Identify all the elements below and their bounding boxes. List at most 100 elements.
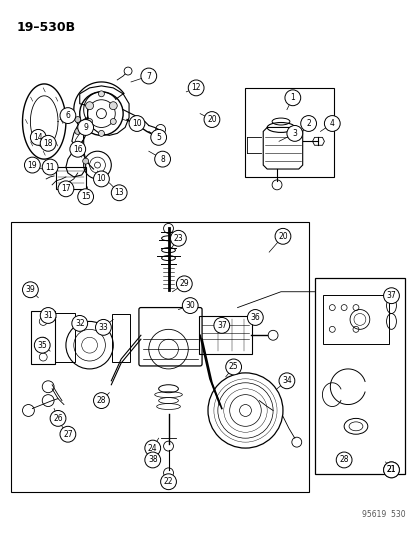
Text: 37: 37 xyxy=(216,321,226,330)
Circle shape xyxy=(247,310,263,325)
Text: 6: 6 xyxy=(65,111,70,120)
Text: 24: 24 xyxy=(147,443,157,453)
Text: 12: 12 xyxy=(191,83,200,92)
Text: 19: 19 xyxy=(28,160,37,169)
Text: 22: 22 xyxy=(164,477,173,486)
Text: 20: 20 xyxy=(206,115,216,124)
Circle shape xyxy=(24,157,40,173)
Circle shape xyxy=(60,108,76,124)
Circle shape xyxy=(78,189,93,205)
Circle shape xyxy=(98,178,104,184)
Text: 11: 11 xyxy=(45,163,55,172)
Text: 27: 27 xyxy=(63,430,73,439)
Circle shape xyxy=(75,128,81,134)
Circle shape xyxy=(93,393,109,408)
Circle shape xyxy=(170,230,186,246)
Text: 33: 33 xyxy=(98,323,108,332)
Circle shape xyxy=(85,102,93,110)
Text: 8: 8 xyxy=(160,155,164,164)
Circle shape xyxy=(42,159,58,175)
Circle shape xyxy=(93,171,109,187)
Text: 2: 2 xyxy=(306,119,310,128)
Circle shape xyxy=(176,276,192,292)
Circle shape xyxy=(383,288,399,304)
Circle shape xyxy=(109,102,117,110)
Text: 31: 31 xyxy=(43,311,53,320)
Circle shape xyxy=(78,119,93,135)
Text: 95619  530: 95619 530 xyxy=(361,510,404,519)
Text: 35: 35 xyxy=(37,341,47,350)
Circle shape xyxy=(188,80,204,96)
Text: 7: 7 xyxy=(146,71,151,80)
Circle shape xyxy=(274,229,290,244)
Circle shape xyxy=(225,359,241,375)
Circle shape xyxy=(86,118,93,125)
Circle shape xyxy=(383,462,399,478)
Circle shape xyxy=(154,151,170,167)
Text: 14: 14 xyxy=(33,133,43,142)
Text: 23: 23 xyxy=(173,234,183,243)
Text: 9: 9 xyxy=(83,123,88,132)
Circle shape xyxy=(110,118,116,125)
Circle shape xyxy=(50,410,66,426)
Text: 26: 26 xyxy=(53,414,63,423)
Text: 15: 15 xyxy=(81,192,90,201)
Text: 34: 34 xyxy=(281,376,291,385)
Text: 10: 10 xyxy=(96,174,106,183)
Circle shape xyxy=(140,68,156,84)
Circle shape xyxy=(324,116,339,132)
Circle shape xyxy=(95,319,111,335)
Circle shape xyxy=(335,452,351,468)
Circle shape xyxy=(98,91,104,97)
Text: 28: 28 xyxy=(97,396,106,405)
Text: 21: 21 xyxy=(386,465,395,474)
Text: 37: 37 xyxy=(386,291,395,300)
Text: 4: 4 xyxy=(329,119,334,128)
Circle shape xyxy=(111,185,127,201)
Text: 38: 38 xyxy=(147,456,157,464)
Circle shape xyxy=(30,130,46,146)
Circle shape xyxy=(284,90,300,106)
Circle shape xyxy=(204,111,219,127)
Text: 29: 29 xyxy=(179,279,189,288)
Circle shape xyxy=(150,130,166,146)
Circle shape xyxy=(40,308,56,324)
Circle shape xyxy=(98,131,104,136)
Circle shape xyxy=(160,474,176,490)
Text: 1: 1 xyxy=(290,93,294,102)
Text: 32: 32 xyxy=(75,319,84,328)
Circle shape xyxy=(83,158,88,164)
Circle shape xyxy=(129,116,145,132)
Text: 19–530B: 19–530B xyxy=(17,21,76,34)
Circle shape xyxy=(182,297,198,313)
Circle shape xyxy=(22,282,38,297)
Text: 30: 30 xyxy=(185,301,195,310)
Circle shape xyxy=(383,462,399,478)
Text: 39: 39 xyxy=(26,285,35,294)
Circle shape xyxy=(124,67,132,75)
Circle shape xyxy=(145,440,160,456)
Text: 21: 21 xyxy=(386,465,395,474)
Text: 28: 28 xyxy=(339,456,348,464)
Text: 20: 20 xyxy=(278,232,287,241)
Text: 16: 16 xyxy=(73,145,82,154)
Circle shape xyxy=(34,337,50,353)
Circle shape xyxy=(70,141,85,157)
Text: 3: 3 xyxy=(292,129,297,138)
Text: 18: 18 xyxy=(43,139,53,148)
Text: 5: 5 xyxy=(156,133,161,142)
Text: 17: 17 xyxy=(61,184,71,193)
Circle shape xyxy=(145,452,160,468)
Circle shape xyxy=(58,181,74,197)
Circle shape xyxy=(214,318,229,333)
Circle shape xyxy=(60,426,76,442)
Text: 36: 36 xyxy=(250,313,260,322)
Circle shape xyxy=(72,316,88,332)
Text: 13: 13 xyxy=(114,188,124,197)
Circle shape xyxy=(278,373,294,389)
Circle shape xyxy=(300,116,316,132)
Circle shape xyxy=(268,330,278,340)
Text: 25: 25 xyxy=(228,362,238,372)
Circle shape xyxy=(75,117,81,123)
Circle shape xyxy=(40,135,56,151)
